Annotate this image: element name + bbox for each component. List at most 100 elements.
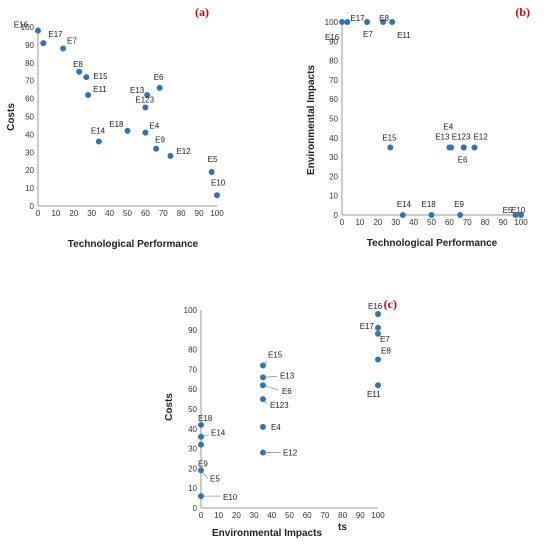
point-label: E10 [211, 178, 226, 187]
point-label: E16 [325, 33, 340, 42]
x-tick-label: 10 [355, 218, 364, 227]
y-tick-label: 90 [329, 37, 338, 46]
y-tick-label: 10 [329, 192, 338, 201]
data-point [83, 74, 90, 81]
data-point [364, 19, 371, 25]
y-tick-label: 40 [188, 425, 197, 434]
x-tick-label: 50 [285, 511, 294, 520]
x-tick-label: 30 [391, 218, 400, 227]
data-point [375, 382, 381, 389]
point-label: E15 [93, 72, 108, 81]
point-label: E5 [503, 206, 513, 215]
y-axis-title: Costs [6, 103, 17, 131]
x-tick-label: 0 [199, 511, 204, 520]
y-tick-label: 50 [25, 113, 34, 122]
chart-panel-1: 0 10 20 30 40 50 60 70 80 90 100 0 10 20 30 40 50 60 70 80 9… [6, 5, 226, 250]
point-label: E14 [211, 429, 226, 438]
data-point [389, 19, 396, 25]
data-point [375, 310, 381, 317]
data-point [76, 68, 83, 75]
data-point [339, 19, 345, 25]
panel-label: (b) [515, 5, 530, 19]
point-label: E7 [67, 36, 77, 45]
data-point [198, 433, 204, 440]
x-tick-label: 100 [371, 511, 385, 520]
data-point [460, 144, 467, 151]
x-axis-title: Technological Performance [367, 238, 498, 249]
data-point [198, 493, 204, 500]
y-tick-label: 80 [329, 57, 338, 66]
point-label: E11 [367, 390, 381, 399]
point-label: E11 [93, 85, 107, 94]
point-label: E6 [154, 73, 164, 82]
data-point [208, 168, 215, 175]
data-point [95, 138, 102, 145]
chart-panel-2: 0 10 20 30 40 50 60 70 80 90 100 0 10 20 30 40 50 60 70 80 9… [306, 5, 530, 249]
x-tick-label: 80 [338, 511, 347, 520]
y-tick-label: 90 [25, 41, 34, 50]
y-tick-label: 40 [329, 134, 338, 143]
point-label: E6 [282, 387, 292, 396]
y-tick-label: 10 [25, 184, 34, 193]
x-tick-label: 90 [499, 218, 508, 227]
point-label: E16 [14, 21, 29, 30]
data-point [259, 396, 266, 403]
data-point [471, 144, 478, 151]
data-point [198, 421, 204, 428]
point-label: E17 [360, 322, 375, 331]
y-tick-label: 50 [329, 115, 338, 124]
data-point [380, 19, 387, 25]
x-tick-label: 100 [210, 209, 224, 218]
data-point [167, 152, 174, 159]
y-tick-label: 70 [188, 365, 197, 374]
point-label: E123 [135, 96, 154, 105]
y-tick-label: 70 [25, 77, 34, 86]
x-tick-label: 70 [320, 511, 329, 520]
y-tick-label: 30 [25, 148, 34, 157]
data-point [35, 27, 41, 34]
y-tick-label: 60 [188, 385, 197, 394]
x-axis-title: Technological Performance [68, 239, 199, 250]
point-label: E18 [198, 414, 213, 423]
x-tick-label: 40 [267, 511, 276, 520]
data-point [259, 449, 266, 456]
point-label: E18 [109, 120, 124, 129]
point-label: E17 [48, 30, 63, 39]
point-label: E18 [422, 200, 437, 209]
data-point [344, 19, 351, 25]
point-label: E123 [452, 132, 471, 141]
x-tick-label: 60 [141, 209, 150, 218]
data-point [259, 382, 266, 389]
point-label: E8 [381, 347, 391, 356]
data-point [259, 362, 266, 369]
y-tick-label: 30 [188, 445, 197, 454]
point-label: E11 [397, 31, 411, 40]
x-tick-label: 30 [250, 511, 259, 520]
y-tick-label: 100 [21, 23, 35, 32]
data-point [142, 129, 149, 136]
point-label: E17 [350, 14, 365, 23]
point-label: E123 [270, 401, 289, 410]
point-label: E13 [435, 132, 450, 141]
data-point [259, 374, 266, 381]
data-point [375, 356, 381, 363]
data-point [85, 92, 92, 99]
data-point [214, 192, 220, 199]
y-tick-label: 0 [30, 202, 35, 211]
x-tick-label: 20 [232, 511, 241, 520]
data-point [198, 467, 204, 474]
data-point [448, 144, 455, 151]
point-label: E12 [176, 147, 191, 156]
point-label: E12 [473, 132, 488, 141]
data-point [153, 145, 160, 152]
panel-label: (c) [384, 297, 397, 311]
point-label: E13 [280, 371, 295, 380]
y-tick-label: 20 [329, 172, 338, 181]
point-label: E14 [91, 127, 106, 136]
x-tick-label: 30 [87, 209, 96, 218]
y-tick-label: 80 [25, 59, 34, 68]
y-tick-label: 30 [329, 153, 338, 162]
point-label: E5 [210, 474, 220, 483]
point-label: E10 [223, 493, 238, 502]
point-label: E4 [271, 423, 281, 432]
